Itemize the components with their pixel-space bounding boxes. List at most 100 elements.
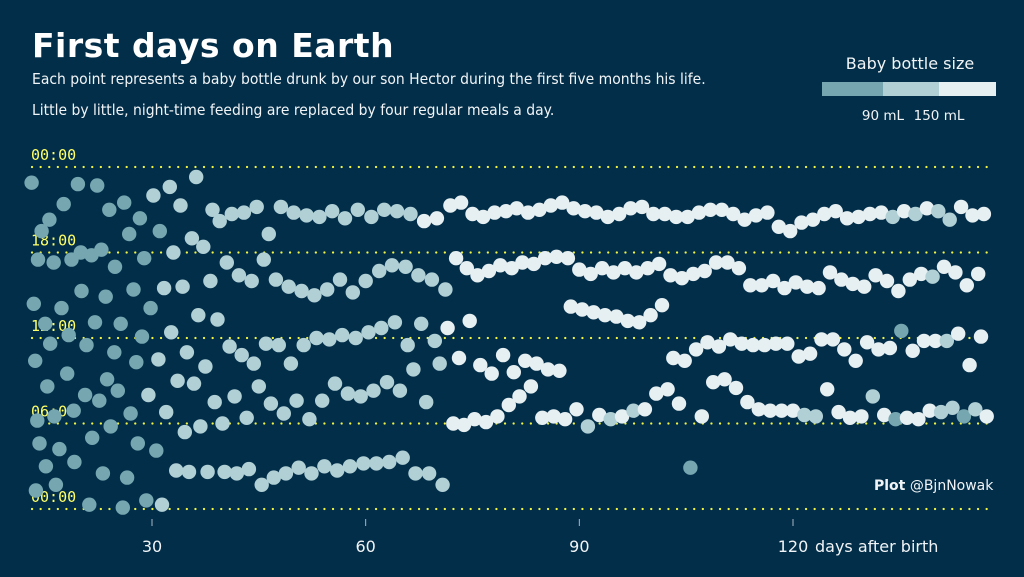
data-point <box>632 315 647 330</box>
data-point <box>529 356 544 371</box>
data-point <box>299 208 314 223</box>
data-point <box>634 199 650 215</box>
data-point <box>151 352 166 367</box>
credit: Plot @BjnNowak <box>874 478 993 494</box>
data-point <box>129 355 144 370</box>
data-point <box>911 412 926 427</box>
data-point <box>751 402 766 417</box>
data-point <box>38 316 53 331</box>
data-point <box>825 332 841 347</box>
data-point <box>888 412 903 427</box>
data-point <box>429 211 445 226</box>
data-point <box>532 202 547 217</box>
data-point <box>107 259 123 274</box>
data-point <box>137 251 152 266</box>
data-point <box>224 206 239 222</box>
data-point <box>646 206 661 222</box>
data-point <box>203 273 218 289</box>
data-point <box>236 205 252 220</box>
data-point <box>342 459 358 474</box>
data-point <box>694 409 709 424</box>
data-point <box>424 272 440 287</box>
data-point <box>902 272 917 287</box>
data-point <box>395 450 410 465</box>
data-point <box>48 477 64 492</box>
data-point <box>40 379 55 394</box>
data-point <box>198 359 213 374</box>
data-point <box>369 456 384 471</box>
data-point <box>99 372 115 387</box>
data-point <box>79 337 94 353</box>
data-point <box>448 251 464 266</box>
data-point <box>523 379 539 394</box>
data-point <box>403 206 418 222</box>
data-point <box>612 206 627 222</box>
data-point <box>98 289 113 304</box>
data-point <box>768 336 784 351</box>
data-point <box>711 339 727 354</box>
data-point <box>30 252 46 267</box>
data-point <box>968 402 983 417</box>
data-point <box>340 386 356 401</box>
data-point <box>674 271 690 286</box>
data-point <box>241 461 257 477</box>
data-point <box>956 409 972 424</box>
data-point <box>785 403 801 418</box>
data-point <box>400 337 415 353</box>
data-point <box>703 202 718 217</box>
data-point <box>493 258 508 273</box>
data-point <box>831 404 846 420</box>
data-point <box>543 198 558 213</box>
data-point <box>207 394 222 410</box>
data-point <box>467 412 482 427</box>
data-point <box>879 273 895 289</box>
data-point <box>928 333 943 349</box>
data-point <box>512 389 527 404</box>
data-point <box>353 389 368 404</box>
data-point <box>113 316 128 331</box>
data-point <box>130 436 145 451</box>
data-point <box>389 204 405 219</box>
data-point <box>330 463 345 478</box>
data-point <box>249 199 264 215</box>
data-point <box>406 362 421 377</box>
data-point <box>871 342 886 357</box>
data-point <box>132 211 148 226</box>
data-point <box>411 268 426 283</box>
data-point <box>905 343 920 358</box>
data-point <box>737 212 752 227</box>
data-point <box>427 333 442 349</box>
data-point <box>473 357 488 373</box>
data-point <box>945 400 960 415</box>
data-point <box>757 337 772 353</box>
data-point <box>162 179 177 195</box>
data-point <box>169 463 184 478</box>
data-point <box>261 226 276 242</box>
data-point <box>555 195 570 210</box>
data-point <box>219 255 234 270</box>
data-point <box>191 308 206 323</box>
data-point <box>46 255 61 270</box>
data-point <box>557 412 573 427</box>
data-point <box>637 402 653 417</box>
data-point <box>484 366 499 381</box>
data-point <box>720 255 735 270</box>
data-point <box>592 407 607 423</box>
data-point <box>52 441 67 457</box>
data-point <box>307 288 322 303</box>
chart-title: First days on Earth <box>32 26 395 65</box>
data-point <box>251 379 266 394</box>
data-point <box>774 403 789 418</box>
data-point <box>566 201 581 216</box>
data-point <box>936 259 952 274</box>
data-point <box>26 296 41 311</box>
data-point <box>398 259 413 274</box>
data-point <box>231 268 247 283</box>
data-point <box>629 265 644 280</box>
data-point <box>476 209 491 225</box>
data-point <box>583 266 598 282</box>
data-point <box>322 332 337 347</box>
data-point <box>805 212 821 227</box>
data-point <box>77 387 93 403</box>
data-point <box>28 483 44 498</box>
